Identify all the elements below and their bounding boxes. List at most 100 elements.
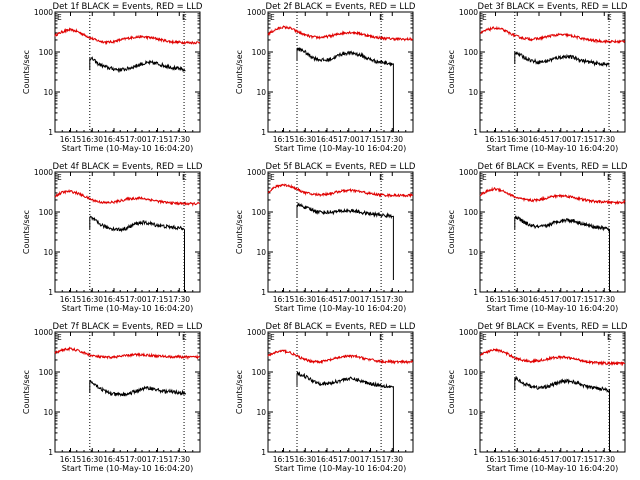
y-tick-label: 100 xyxy=(464,368,479,377)
x-tick-label: 16:15 xyxy=(485,455,507,464)
marker-label-right: E xyxy=(607,333,612,342)
panel-det-7: Det 7f BLACK = Events, RED = LLD 1 10 100 10… xyxy=(22,322,203,473)
x-tick-label: 17:30 xyxy=(593,135,615,144)
x-tick-label: 16:15 xyxy=(485,135,507,144)
y-tick-label: 1000 xyxy=(247,328,266,337)
x-axis-label: Start Time (10-May-10 16:04:20) xyxy=(62,464,193,473)
marker-label-right: E xyxy=(379,173,384,182)
x-tick-label: 16:30 xyxy=(506,135,528,144)
marker-label-left: E xyxy=(270,333,275,342)
marker-label-right: E xyxy=(182,173,187,182)
y-tick-label: 100 xyxy=(39,368,54,377)
panel-det-6: Det 6f BLACK = Events, RED = LLD 1 10 100 10… xyxy=(447,162,628,313)
series-lld-line xyxy=(267,348,413,365)
x-tick-label: 17:15 xyxy=(572,455,594,464)
series-lld-line xyxy=(479,347,626,367)
x-tick-label: 16:15 xyxy=(60,135,82,144)
x-tick-label: 16:15 xyxy=(273,295,295,304)
panel-det-3: Det 3f BLACK = Events, RED = LLD 1 10 100 10… xyxy=(447,2,628,153)
series-events-line xyxy=(514,51,610,68)
x-tick-label: 17:15 xyxy=(572,295,594,304)
x-tick-label: 17:00 xyxy=(338,295,360,304)
y-tick-label: 100 xyxy=(39,48,54,57)
series-events-line xyxy=(514,215,610,292)
x-tick-label: 16:15 xyxy=(273,135,295,144)
y-tick-label: 100 xyxy=(464,208,479,217)
y-tick-label: 100 xyxy=(252,48,267,57)
y-tick-label: 1000 xyxy=(247,8,266,17)
y-tick-label: 10 xyxy=(468,408,478,417)
marker-label-left: E xyxy=(270,173,275,182)
marker-label-left: E xyxy=(57,173,62,182)
series-lld-line xyxy=(54,27,201,46)
x-tick-label: 16:45 xyxy=(103,295,125,304)
x-tick-label: 16:45 xyxy=(528,455,550,464)
marker-label-left: E xyxy=(270,13,275,22)
marker-label-left: E xyxy=(482,173,487,182)
y-axis-label: Counts/sec xyxy=(235,210,244,254)
y-tick-label: 1 xyxy=(48,288,53,297)
x-tick-label: 17:15 xyxy=(360,135,382,144)
x-tick-label: 16:45 xyxy=(103,135,125,144)
y-tick-label: 10 xyxy=(43,408,53,417)
x-tick-label: 17:15 xyxy=(147,135,169,144)
y-tick-label: 100 xyxy=(464,48,479,57)
x-tick-label: 17:00 xyxy=(550,455,572,464)
y-axis-label: Counts/sec xyxy=(22,210,31,254)
marker-label-left: E xyxy=(482,333,487,342)
x-tick-label: 17:30 xyxy=(168,135,190,144)
panel-det-5: Det 5f BLACK = Events, RED = LLD 1 10 100 10… xyxy=(235,162,416,313)
x-tick-label: 17:30 xyxy=(593,455,615,464)
marker-label-right: E xyxy=(607,13,612,22)
x-axis-label: Start Time (10-May-10 16:04:20) xyxy=(275,304,406,313)
x-tick-label: 17:00 xyxy=(550,295,572,304)
x-tick-label: 16:30 xyxy=(81,295,103,304)
x-tick-label: 16:15 xyxy=(60,295,82,304)
marker-label-right: E xyxy=(607,173,612,182)
y-axis-label: Counts/sec xyxy=(447,210,456,254)
y-tick-label: 1000 xyxy=(34,8,53,17)
plot-frame xyxy=(479,11,626,133)
y-tick-label: 1000 xyxy=(34,168,53,177)
y-tick-label: 1000 xyxy=(247,168,266,177)
x-tick-label: 16:45 xyxy=(316,455,338,464)
panel-title: Det 7f BLACK = Events, RED = LLD xyxy=(53,322,203,332)
y-tick-label: 1 xyxy=(473,288,478,297)
x-tick-label: 17:00 xyxy=(338,135,360,144)
x-tick-label: 16:30 xyxy=(294,455,316,464)
series-lld-line xyxy=(479,25,626,44)
y-tick-label: 10 xyxy=(43,88,53,97)
marker-label-right: E xyxy=(379,13,384,22)
x-tick-label: 16:45 xyxy=(103,455,125,464)
y-axis-label: Counts/sec xyxy=(235,370,244,414)
panel-title: Det 4f BLACK = Events, RED = LLD xyxy=(53,162,203,172)
marker-label-left: E xyxy=(57,333,62,342)
x-tick-label: 17:00 xyxy=(125,135,147,144)
panel-det-9: Det 9f BLACK = Events, RED = LLD 1 10 100 10… xyxy=(447,322,628,473)
panel-title: Det 1f BLACK = Events, RED = LLD xyxy=(53,2,203,12)
x-tick-label: 16:45 xyxy=(528,135,550,144)
marker-label-right: E xyxy=(182,13,187,22)
y-tick-label: 1000 xyxy=(459,328,478,337)
y-tick-label: 1 xyxy=(473,448,478,457)
plot-frame xyxy=(479,331,626,453)
plot-frame xyxy=(267,331,414,453)
panel-title: Det 5f BLACK = Events, RED = LLD xyxy=(266,162,416,172)
series-lld-line xyxy=(54,188,201,207)
y-axis-label: Counts/sec xyxy=(235,50,244,94)
x-tick-label: 16:30 xyxy=(81,135,103,144)
y-tick-label: 10 xyxy=(256,88,266,97)
y-axis-label: Counts/sec xyxy=(22,370,31,414)
x-tick-label: 17:00 xyxy=(338,455,360,464)
panel-title: Det 8f BLACK = Events, RED = LLD xyxy=(266,322,416,332)
y-tick-label: 1 xyxy=(261,288,266,297)
plot-frame xyxy=(54,171,201,293)
plot-frame xyxy=(267,171,414,293)
plot-frame xyxy=(267,11,414,133)
x-axis-label: Start Time (10-May-10 16:04:20) xyxy=(62,304,193,313)
x-tick-label: 16:15 xyxy=(60,455,82,464)
x-tick-label: 16:30 xyxy=(506,295,528,304)
x-axis-label: Start Time (10-May-10 16:04:20) xyxy=(487,464,618,473)
series-events-line xyxy=(89,56,186,74)
